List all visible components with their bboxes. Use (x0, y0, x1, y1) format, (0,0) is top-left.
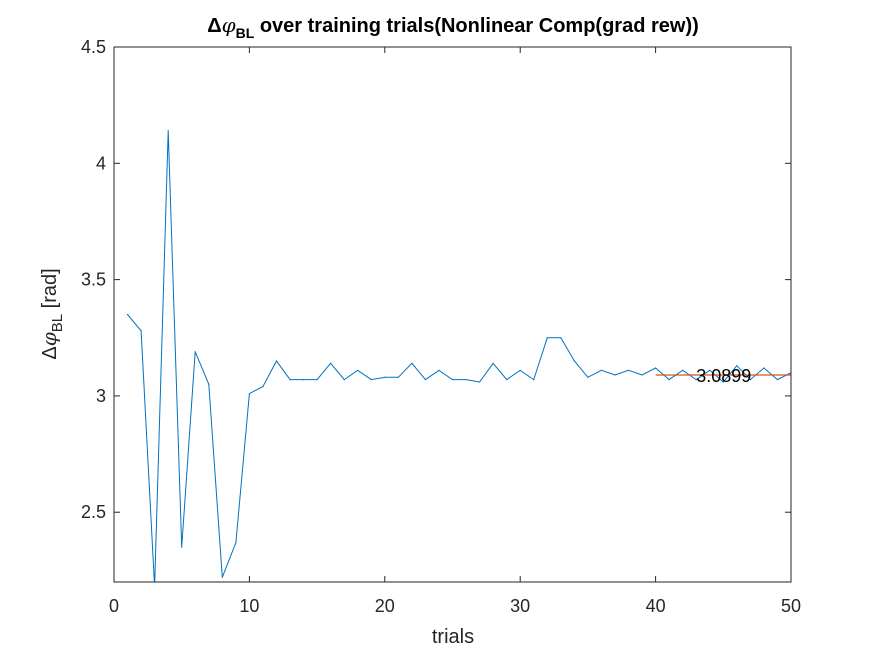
data-point (357, 369, 359, 371)
data-point (749, 379, 752, 381)
data-point (289, 379, 291, 381)
data-point (235, 541, 237, 544)
data-point (397, 376, 399, 378)
y-tick-label: 2.5 (81, 502, 106, 522)
x-tick-label: 30 (510, 596, 530, 616)
data-point (695, 379, 697, 381)
data-point (330, 362, 332, 364)
data-point (546, 337, 548, 339)
y-tick-label: 3.5 (81, 270, 106, 290)
data-point (736, 365, 738, 367)
series-layer (126, 130, 791, 587)
x-tick-label: 0 (109, 596, 119, 616)
data-point (303, 379, 305, 381)
data-point (275, 360, 278, 362)
data-point (519, 369, 521, 371)
x-tick-label: 20 (375, 596, 395, 616)
data-point (682, 369, 684, 371)
axes-box (113, 46, 792, 583)
data-point (411, 362, 413, 364)
data-point (194, 351, 196, 353)
data-point (208, 383, 210, 385)
x-axis-ticks: 0 10 20 30 40 50 (109, 47, 801, 616)
data-point (424, 379, 426, 381)
data-point (587, 376, 589, 378)
data-point (167, 130, 169, 132)
data-point (451, 379, 454, 381)
y-tick-label: 3 (96, 386, 106, 406)
data-point (370, 379, 372, 381)
data-point (316, 379, 318, 381)
data-point (627, 369, 630, 371)
x-tick-label: 10 (239, 596, 259, 616)
data-point (262, 386, 264, 388)
data-point (248, 393, 250, 395)
y-axis-ticks: 2.5 3 3.5 4 4.5 (81, 37, 791, 522)
data-point (181, 546, 183, 548)
x-tick-label: 40 (646, 596, 666, 616)
x-axis-label: trials (432, 626, 474, 648)
data-point (722, 381, 724, 383)
data-point (343, 379, 345, 381)
data-point (479, 381, 481, 383)
y-tick-label: 4.5 (81, 37, 106, 57)
data-point (492, 362, 494, 364)
series-line-0 (127, 130, 791, 582)
data-point (709, 369, 711, 371)
data-point (641, 374, 643, 376)
data-point (763, 367, 765, 369)
y-axis-label: ΔφBL [rad] (37, 268, 66, 359)
data-point (600, 369, 603, 371)
data-point (560, 337, 562, 339)
x-tick-label: 50 (781, 596, 801, 616)
data-point (776, 379, 779, 381)
data-point (465, 379, 467, 381)
data-point (668, 379, 670, 381)
data-point (384, 376, 386, 378)
data-point (154, 586, 155, 587)
data-point (126, 313, 129, 316)
plot-area (114, 47, 791, 582)
data-point (506, 379, 508, 381)
data-point (614, 374, 616, 376)
data-point (655, 367, 657, 369)
data-point (140, 330, 142, 332)
data-point (573, 360, 576, 362)
y-tick-label: 4 (96, 153, 106, 173)
data-point (438, 369, 440, 371)
data-point (221, 576, 223, 578)
reference-value-label: 3.0899 (696, 366, 751, 386)
data-point (533, 379, 535, 381)
chart-title: ΔφBL over training trials(Nonlinear Comp… (207, 13, 699, 41)
